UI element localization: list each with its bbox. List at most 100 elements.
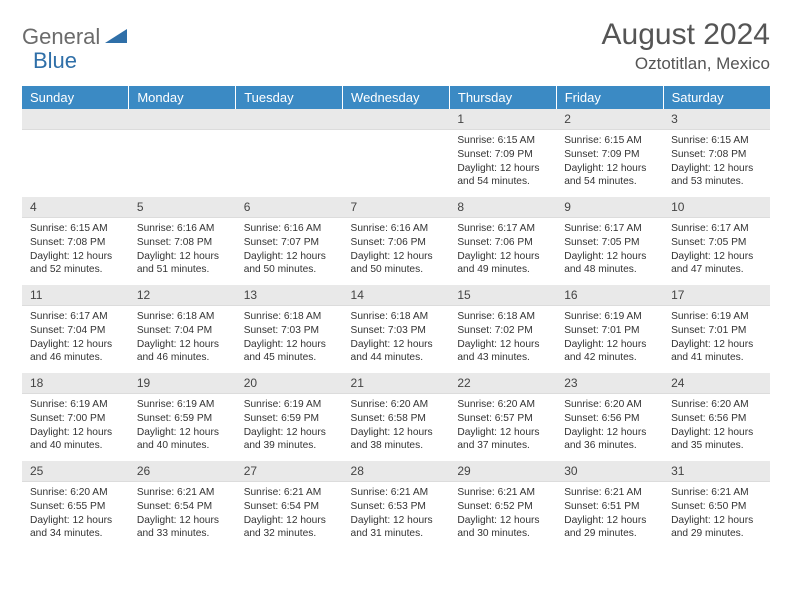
day-number: 30 bbox=[556, 461, 663, 482]
calendar-day-cell: 2Sunrise: 6:15 AMSunset: 7:09 PMDaylight… bbox=[556, 109, 663, 197]
calendar-day-cell: 4Sunrise: 6:15 AMSunset: 7:08 PMDaylight… bbox=[22, 197, 129, 285]
day-number: 26 bbox=[129, 461, 236, 482]
day-number: 12 bbox=[129, 285, 236, 306]
day-number: 7 bbox=[343, 197, 450, 218]
day-details: Sunrise: 6:20 AMSunset: 6:57 PMDaylight:… bbox=[449, 394, 556, 459]
calendar-day-cell: 11Sunrise: 6:17 AMSunset: 7:04 PMDayligh… bbox=[22, 285, 129, 373]
day-details: Sunrise: 6:21 AMSunset: 6:54 PMDaylight:… bbox=[129, 482, 236, 547]
day-details: Sunrise: 6:16 AMSunset: 7:07 PMDaylight:… bbox=[236, 218, 343, 283]
calendar-day-cell: 10Sunrise: 6:17 AMSunset: 7:05 PMDayligh… bbox=[663, 197, 770, 285]
calendar-day-cell: 12Sunrise: 6:18 AMSunset: 7:04 PMDayligh… bbox=[129, 285, 236, 373]
day-number: 6 bbox=[236, 197, 343, 218]
page-header: General August 2024 Oztotitlan, Mexico bbox=[22, 18, 770, 74]
calendar-day-cell: 1Sunrise: 6:15 AMSunset: 7:09 PMDaylight… bbox=[449, 109, 556, 197]
day-details: Sunrise: 6:20 AMSunset: 6:55 PMDaylight:… bbox=[22, 482, 129, 547]
day-number: 17 bbox=[663, 285, 770, 306]
calendar-day-cell: 5Sunrise: 6:16 AMSunset: 7:08 PMDaylight… bbox=[129, 197, 236, 285]
day-number: 18 bbox=[22, 373, 129, 394]
day-number: 15 bbox=[449, 285, 556, 306]
day-details: Sunrise: 6:16 AMSunset: 7:08 PMDaylight:… bbox=[129, 218, 236, 283]
day-details: Sunrise: 6:20 AMSunset: 6:58 PMDaylight:… bbox=[343, 394, 450, 459]
logo: General bbox=[22, 18, 129, 50]
calendar-day-cell: 25Sunrise: 6:20 AMSunset: 6:55 PMDayligh… bbox=[22, 461, 129, 549]
calendar-week-row: 1Sunrise: 6:15 AMSunset: 7:09 PMDaylight… bbox=[22, 109, 770, 197]
calendar-week-row: 11Sunrise: 6:17 AMSunset: 7:04 PMDayligh… bbox=[22, 285, 770, 373]
calendar-day-cell: 21Sunrise: 6:20 AMSunset: 6:58 PMDayligh… bbox=[343, 373, 450, 461]
calendar-header-row: SundayMondayTuesdayWednesdayThursdayFrid… bbox=[22, 86, 770, 109]
calendar-day-cell: 18Sunrise: 6:19 AMSunset: 7:00 PMDayligh… bbox=[22, 373, 129, 461]
day-details: Sunrise: 6:19 AMSunset: 7:00 PMDaylight:… bbox=[22, 394, 129, 459]
day-details: Sunrise: 6:19 AMSunset: 7:01 PMDaylight:… bbox=[556, 306, 663, 371]
day-number: 10 bbox=[663, 197, 770, 218]
day-number: 20 bbox=[236, 373, 343, 394]
calendar-day-cell: 27Sunrise: 6:21 AMSunset: 6:54 PMDayligh… bbox=[236, 461, 343, 549]
day-details: Sunrise: 6:17 AMSunset: 7:04 PMDaylight:… bbox=[22, 306, 129, 371]
day-details: Sunrise: 6:19 AMSunset: 7:01 PMDaylight:… bbox=[663, 306, 770, 371]
calendar-day-cell: 7Sunrise: 6:16 AMSunset: 7:06 PMDaylight… bbox=[343, 197, 450, 285]
weekday-header: Friday bbox=[556, 86, 663, 109]
calendar-day-cell: 6Sunrise: 6:16 AMSunset: 7:07 PMDaylight… bbox=[236, 197, 343, 285]
day-details: Sunrise: 6:21 AMSunset: 6:54 PMDaylight:… bbox=[236, 482, 343, 547]
day-details: Sunrise: 6:18 AMSunset: 7:03 PMDaylight:… bbox=[343, 306, 450, 371]
day-number: 16 bbox=[556, 285, 663, 306]
weekday-header: Tuesday bbox=[236, 86, 343, 109]
day-details: Sunrise: 6:19 AMSunset: 6:59 PMDaylight:… bbox=[129, 394, 236, 459]
weekday-header: Saturday bbox=[663, 86, 770, 109]
day-number: 27 bbox=[236, 461, 343, 482]
day-details: Sunrise: 6:20 AMSunset: 6:56 PMDaylight:… bbox=[663, 394, 770, 459]
day-details: Sunrise: 6:18 AMSunset: 7:04 PMDaylight:… bbox=[129, 306, 236, 371]
calendar-week-row: 18Sunrise: 6:19 AMSunset: 7:00 PMDayligh… bbox=[22, 373, 770, 461]
location-subtitle: Oztotitlan, Mexico bbox=[602, 54, 770, 74]
calendar-day-cell: 30Sunrise: 6:21 AMSunset: 6:51 PMDayligh… bbox=[556, 461, 663, 549]
day-details: Sunrise: 6:15 AMSunset: 7:09 PMDaylight:… bbox=[449, 130, 556, 195]
weekday-header: Monday bbox=[129, 86, 236, 109]
day-details: Sunrise: 6:15 AMSunset: 7:08 PMDaylight:… bbox=[22, 218, 129, 283]
day-number: 22 bbox=[449, 373, 556, 394]
calendar-day-cell bbox=[236, 109, 343, 197]
calendar-week-row: 25Sunrise: 6:20 AMSunset: 6:55 PMDayligh… bbox=[22, 461, 770, 549]
day-details: Sunrise: 6:21 AMSunset: 6:53 PMDaylight:… bbox=[343, 482, 450, 547]
day-details: Sunrise: 6:15 AMSunset: 7:08 PMDaylight:… bbox=[663, 130, 770, 195]
day-details: Sunrise: 6:15 AMSunset: 7:09 PMDaylight:… bbox=[556, 130, 663, 195]
day-number: 3 bbox=[663, 109, 770, 130]
calendar-day-cell: 16Sunrise: 6:19 AMSunset: 7:01 PMDayligh… bbox=[556, 285, 663, 373]
calendar-day-cell: 26Sunrise: 6:21 AMSunset: 6:54 PMDayligh… bbox=[129, 461, 236, 549]
day-number: 21 bbox=[343, 373, 450, 394]
day-number: 9 bbox=[556, 197, 663, 218]
calendar-day-cell: 19Sunrise: 6:19 AMSunset: 6:59 PMDayligh… bbox=[129, 373, 236, 461]
title-block: August 2024 Oztotitlan, Mexico bbox=[602, 18, 770, 74]
logo-triangle-icon bbox=[105, 27, 127, 48]
calendar-day-cell: 28Sunrise: 6:21 AMSunset: 6:53 PMDayligh… bbox=[343, 461, 450, 549]
day-number: 2 bbox=[556, 109, 663, 130]
calendar-day-cell: 22Sunrise: 6:20 AMSunset: 6:57 PMDayligh… bbox=[449, 373, 556, 461]
calendar-day-cell: 3Sunrise: 6:15 AMSunset: 7:08 PMDaylight… bbox=[663, 109, 770, 197]
day-number: 25 bbox=[22, 461, 129, 482]
logo-text-general: General bbox=[22, 24, 100, 50]
weekday-header: Wednesday bbox=[343, 86, 450, 109]
day-details: Sunrise: 6:17 AMSunset: 7:05 PMDaylight:… bbox=[556, 218, 663, 283]
month-title: August 2024 bbox=[602, 18, 770, 52]
day-details: Sunrise: 6:20 AMSunset: 6:56 PMDaylight:… bbox=[556, 394, 663, 459]
day-number: 29 bbox=[449, 461, 556, 482]
calendar-day-cell: 17Sunrise: 6:19 AMSunset: 7:01 PMDayligh… bbox=[663, 285, 770, 373]
calendar-day-cell bbox=[343, 109, 450, 197]
day-details: Sunrise: 6:18 AMSunset: 7:02 PMDaylight:… bbox=[449, 306, 556, 371]
calendar-day-cell: 31Sunrise: 6:21 AMSunset: 6:50 PMDayligh… bbox=[663, 461, 770, 549]
day-details: Sunrise: 6:17 AMSunset: 7:06 PMDaylight:… bbox=[449, 218, 556, 283]
calendar-day-cell: 8Sunrise: 6:17 AMSunset: 7:06 PMDaylight… bbox=[449, 197, 556, 285]
calendar-day-cell: 14Sunrise: 6:18 AMSunset: 7:03 PMDayligh… bbox=[343, 285, 450, 373]
day-details: Sunrise: 6:18 AMSunset: 7:03 PMDaylight:… bbox=[236, 306, 343, 371]
calendar-day-cell: 29Sunrise: 6:21 AMSunset: 6:52 PMDayligh… bbox=[449, 461, 556, 549]
day-details: Sunrise: 6:21 AMSunset: 6:50 PMDaylight:… bbox=[663, 482, 770, 547]
day-number: 14 bbox=[343, 285, 450, 306]
day-number: 11 bbox=[22, 285, 129, 306]
calendar-day-cell bbox=[22, 109, 129, 197]
calendar-day-cell: 9Sunrise: 6:17 AMSunset: 7:05 PMDaylight… bbox=[556, 197, 663, 285]
day-number: 8 bbox=[449, 197, 556, 218]
day-number: 1 bbox=[449, 109, 556, 130]
day-details: Sunrise: 6:19 AMSunset: 6:59 PMDaylight:… bbox=[236, 394, 343, 459]
calendar-day-cell: 23Sunrise: 6:20 AMSunset: 6:56 PMDayligh… bbox=[556, 373, 663, 461]
logo-text-blue: Blue bbox=[33, 48, 77, 74]
calendar-day-cell: 13Sunrise: 6:18 AMSunset: 7:03 PMDayligh… bbox=[236, 285, 343, 373]
calendar-day-cell: 20Sunrise: 6:19 AMSunset: 6:59 PMDayligh… bbox=[236, 373, 343, 461]
